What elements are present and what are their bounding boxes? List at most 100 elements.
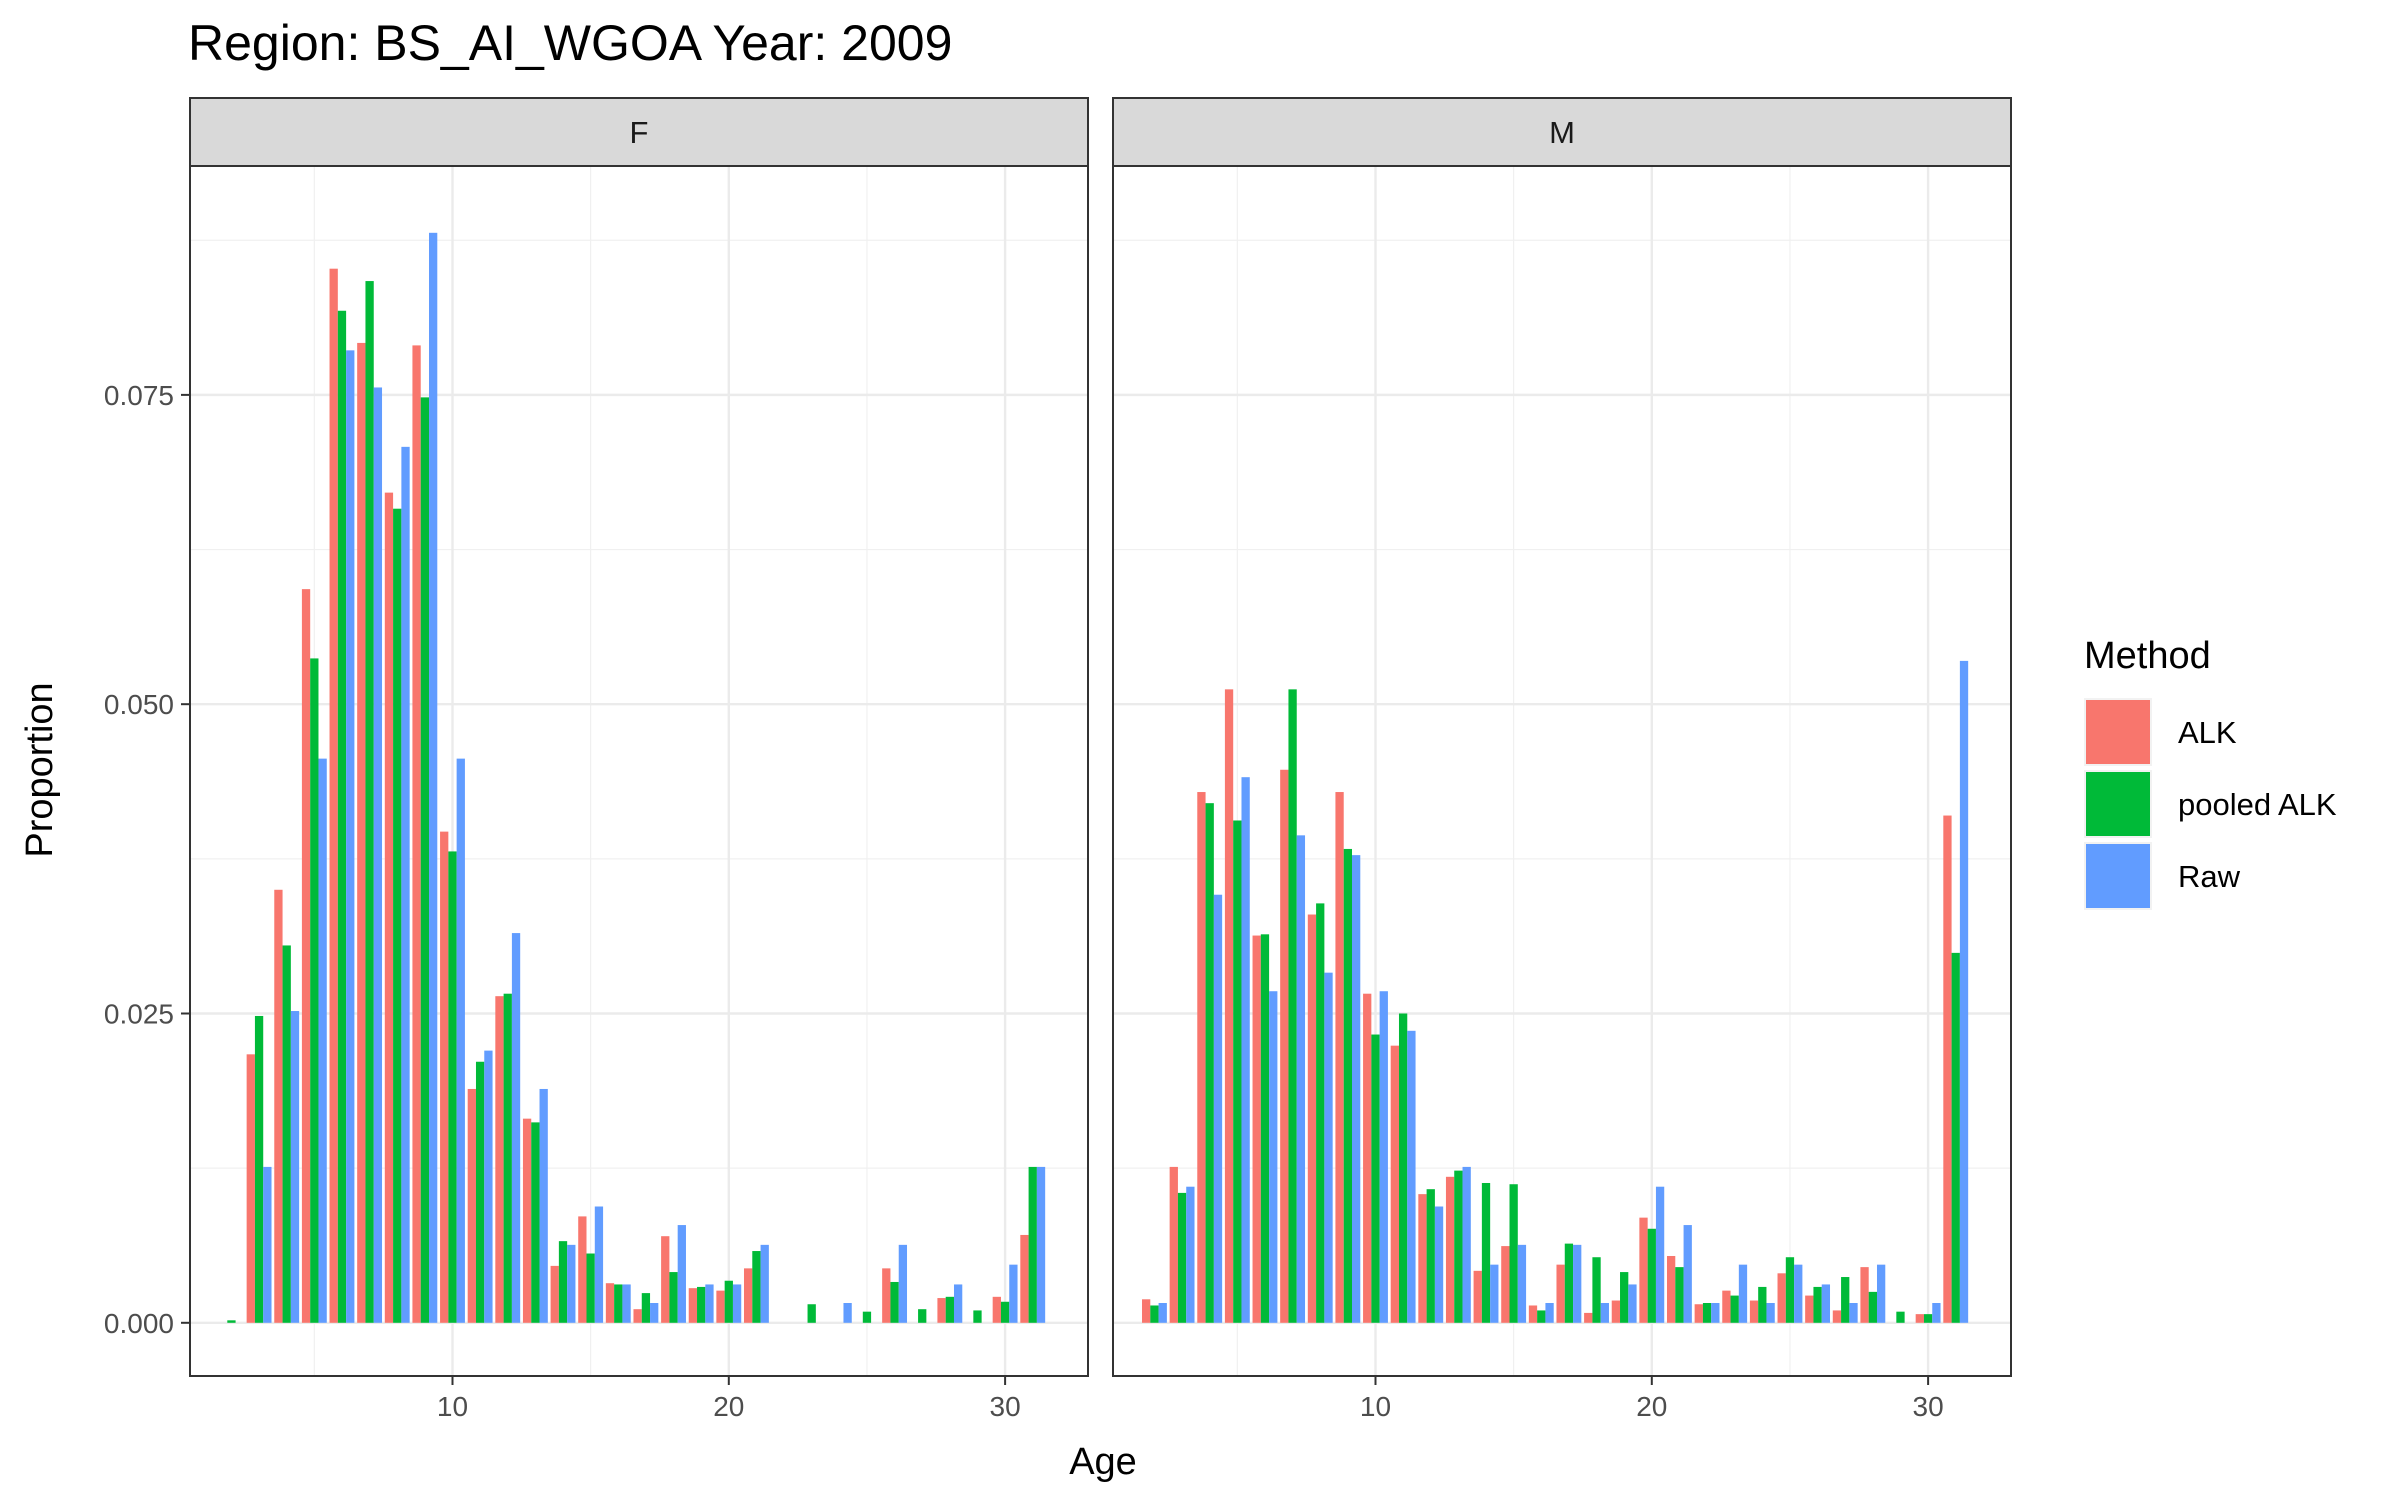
bar bbox=[1556, 1264, 1565, 1323]
bar bbox=[1454, 1170, 1463, 1323]
bar bbox=[1335, 792, 1344, 1323]
legend-title: Method bbox=[2084, 635, 2211, 677]
x-tick-label: 20 bbox=[1636, 1391, 1667, 1422]
bar bbox=[1000, 1301, 1010, 1323]
series-raw bbox=[1158, 660, 1969, 1323]
bar bbox=[1702, 1303, 1712, 1323]
bar bbox=[1473, 1270, 1482, 1323]
bar bbox=[807, 1304, 816, 1323]
bar bbox=[1528, 1305, 1538, 1323]
bar bbox=[1959, 660, 1969, 1323]
bar bbox=[384, 492, 394, 1323]
bar bbox=[1666, 1255, 1676, 1323]
bar bbox=[1481, 1182, 1491, 1323]
series-pooled-alk bbox=[1150, 689, 1960, 1323]
bar bbox=[1951, 952, 1960, 1323]
series-alk bbox=[246, 268, 1029, 1323]
bar bbox=[1490, 1264, 1499, 1323]
bar bbox=[1197, 792, 1206, 1323]
panel-border bbox=[189, 165, 1089, 1377]
bar bbox=[357, 342, 366, 1323]
bar bbox=[760, 1244, 769, 1323]
bar bbox=[1683, 1225, 1692, 1323]
bar bbox=[1564, 1243, 1574, 1323]
bar bbox=[1020, 1234, 1029, 1323]
bar bbox=[677, 1225, 686, 1323]
bar bbox=[973, 1310, 982, 1323]
bar bbox=[1407, 1030, 1416, 1323]
bar bbox=[622, 1284, 631, 1323]
bar bbox=[1896, 1311, 1905, 1323]
bar bbox=[420, 397, 430, 1323]
bar bbox=[605, 1283, 615, 1323]
bar bbox=[531, 1122, 540, 1323]
bar bbox=[1260, 934, 1270, 1323]
bar bbox=[503, 993, 512, 1323]
legend-swatch bbox=[2086, 700, 2150, 764]
legend-swatch bbox=[2086, 844, 2150, 908]
bar bbox=[669, 1272, 678, 1323]
bar bbox=[633, 1309, 642, 1323]
bar bbox=[263, 1166, 272, 1323]
bar bbox=[1943, 815, 1952, 1323]
bar bbox=[1675, 1267, 1684, 1323]
bar bbox=[953, 1284, 963, 1323]
facet-panels: F 10 20 30 0.000 0.025 0.050 0.075 M 10 20 30 bbox=[104, 97, 2012, 1422]
bar bbox=[1316, 903, 1325, 1323]
bar bbox=[743, 1268, 753, 1323]
x-tick-label: 10 bbox=[437, 1391, 468, 1422]
legend: Method ALK pooled ALK Raw bbox=[2084, 635, 2337, 910]
x-tick-label: 10 bbox=[1360, 1391, 1391, 1422]
bar bbox=[1009, 1264, 1018, 1323]
bar bbox=[1280, 769, 1289, 1323]
bar bbox=[567, 1244, 576, 1323]
legend-swatch bbox=[2086, 772, 2150, 836]
bar bbox=[1462, 1166, 1471, 1323]
facet-strip-label: M bbox=[1549, 115, 1575, 150]
bar bbox=[1611, 1300, 1621, 1323]
bar bbox=[1169, 1166, 1178, 1323]
bar bbox=[1241, 777, 1250, 1323]
bar bbox=[412, 345, 421, 1323]
y-axis-title: Proportion bbox=[19, 682, 61, 857]
bar bbox=[1628, 1284, 1637, 1323]
bar bbox=[1501, 1246, 1510, 1323]
bar bbox=[1445, 1176, 1455, 1323]
legend-label: ALK bbox=[2178, 715, 2237, 750]
bar bbox=[705, 1284, 714, 1323]
bar bbox=[1777, 1273, 1786, 1323]
bar bbox=[724, 1280, 733, 1323]
legend-label: Raw bbox=[2178, 859, 2241, 894]
bar bbox=[1390, 1045, 1399, 1323]
bar bbox=[1150, 1305, 1159, 1323]
bar bbox=[945, 1296, 954, 1323]
bar bbox=[1296, 835, 1306, 1323]
x-tick-label: 30 bbox=[1913, 1391, 1944, 1422]
bar bbox=[346, 350, 355, 1323]
legend-keys: ALK pooled ALK Raw bbox=[2084, 698, 2337, 910]
bar bbox=[1813, 1286, 1822, 1323]
panel-border bbox=[1112, 165, 2012, 1377]
bar bbox=[898, 1244, 908, 1323]
bar bbox=[1028, 1166, 1037, 1323]
bar bbox=[365, 281, 374, 1323]
bar bbox=[661, 1236, 670, 1323]
bar bbox=[1343, 848, 1353, 1323]
facet-panel-f: F 10 20 30 0.000 0.025 0.050 0.075 bbox=[104, 97, 1089, 1422]
y-tick-label: 0.050 bbox=[104, 689, 174, 720]
bar bbox=[484, 1050, 493, 1323]
bar bbox=[843, 1303, 852, 1323]
bar bbox=[227, 1320, 236, 1323]
bar bbox=[1307, 914, 1317, 1323]
bar bbox=[1142, 1299, 1151, 1323]
x-axis-title: Age bbox=[1069, 1441, 1137, 1483]
bar bbox=[586, 1253, 595, 1323]
bar bbox=[1288, 689, 1297, 1323]
bar bbox=[1213, 894, 1223, 1323]
bar bbox=[1694, 1304, 1703, 1323]
bar bbox=[650, 1303, 659, 1323]
bar bbox=[1915, 1314, 1924, 1323]
bar bbox=[1876, 1264, 1886, 1323]
bar bbox=[310, 658, 319, 1323]
